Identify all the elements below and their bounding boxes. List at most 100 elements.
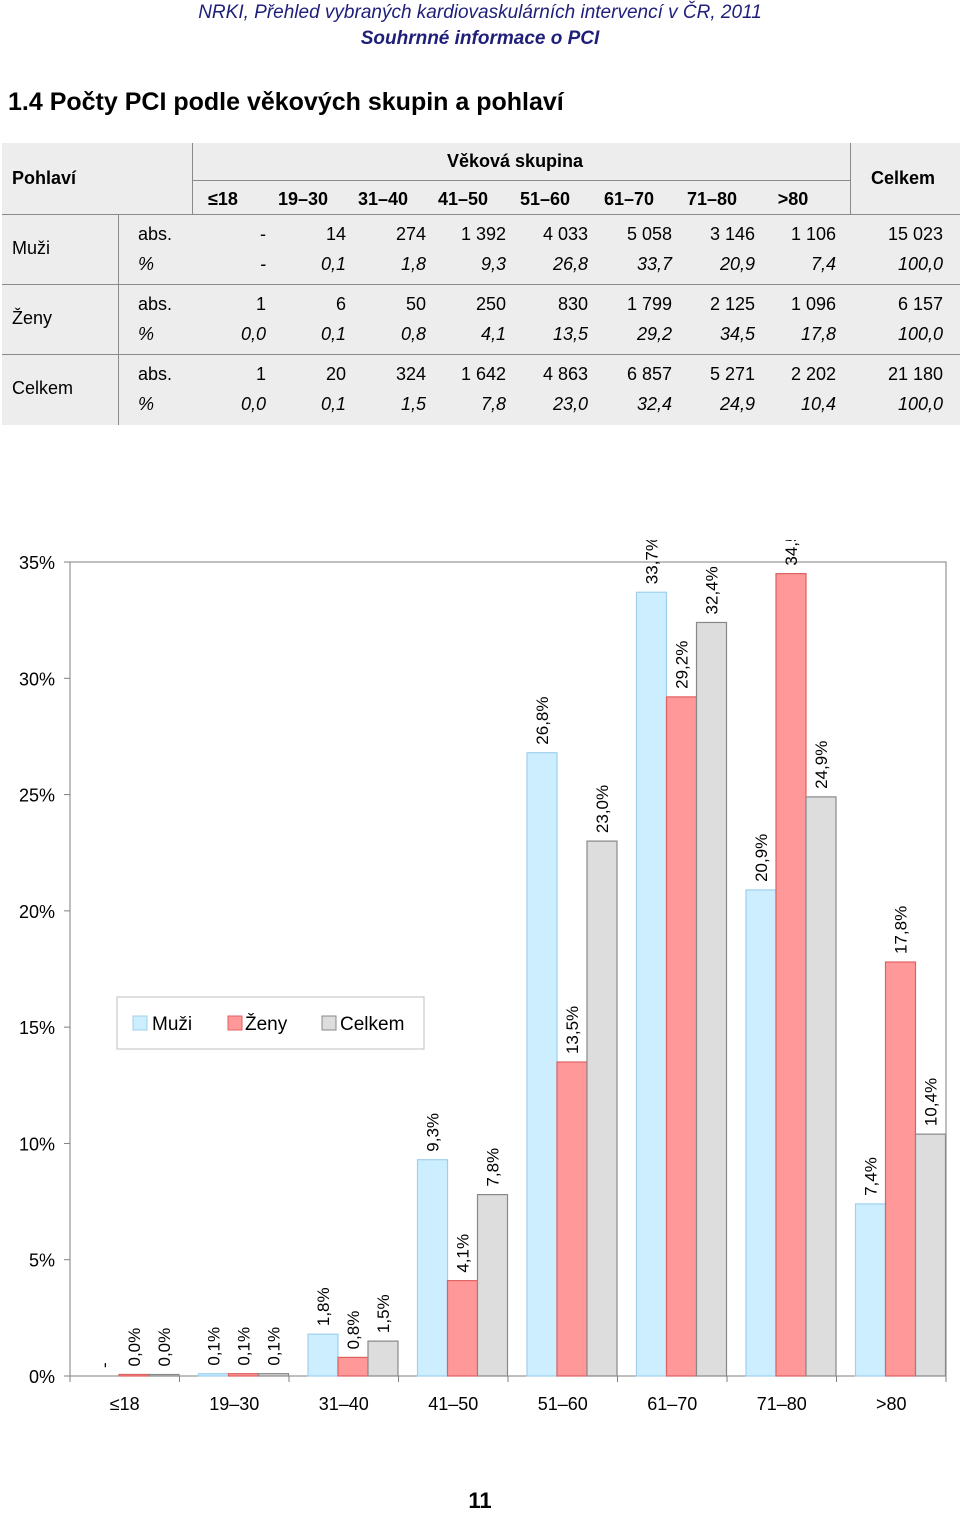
table-cell: 830 — [557, 294, 588, 314]
table-cell: 0,8 — [400, 324, 426, 344]
table-cell: 7,8 — [480, 394, 506, 414]
table-cell: 33,7 — [636, 254, 672, 274]
bar-celkem — [148, 1373, 180, 1377]
data-label: - — [95, 1362, 114, 1368]
table-cell-total: 6 157 — [897, 294, 943, 314]
table-cell: 0,1 — [320, 394, 346, 414]
bar-celkem — [367, 1340, 399, 1377]
data-label: 20,9% — [752, 834, 771, 882]
table-cell: 1 — [255, 364, 266, 384]
row-sex-label: Celkem — [12, 378, 74, 398]
bar-ženy — [775, 573, 807, 1377]
data-label: 17,8% — [892, 906, 911, 954]
table-cell: 1 096 — [790, 294, 836, 314]
bar-muži — [745, 889, 777, 1377]
data-label: 34,5% — [782, 540, 801, 566]
data-label: 0,1% — [205, 1327, 224, 1366]
table-cell: 0,0 — [240, 324, 266, 344]
x-tick-label: 61–70 — [647, 1394, 697, 1414]
x-tick-label: 71–80 — [757, 1394, 807, 1414]
bar-muži — [416, 1159, 449, 1377]
row-type-label: abs. — [138, 294, 173, 314]
table-cell: 32,4 — [636, 394, 672, 414]
table-cell-total: 100,0 — [897, 324, 943, 344]
legend-label: Celkem — [340, 1014, 404, 1035]
header-age-1: 19–30 — [277, 189, 329, 209]
table-cell: - — [260, 224, 266, 244]
running-header: NRKI, Přehled vybraných kardiovaskulární… — [198, 2, 762, 23]
data-label: 0,1% — [235, 1327, 254, 1366]
table-cell: 1 392 — [460, 224, 506, 244]
table-rule — [192, 180, 850, 181]
data-label: 7,8% — [484, 1148, 503, 1187]
table-cell: 1,8 — [400, 254, 426, 274]
table-cell: 2 202 — [790, 364, 836, 384]
table-cell: 6 857 — [626, 364, 672, 384]
bar-ženy — [446, 1280, 479, 1377]
y-tick-label: 30% — [19, 669, 55, 689]
bar-muži — [307, 1333, 339, 1377]
bar-celkem — [586, 840, 618, 1377]
table-cell: 4 033 — [542, 224, 588, 244]
x-tick-label: 19–30 — [209, 1394, 259, 1414]
data-label: 0,1% — [265, 1327, 284, 1366]
y-tick-label: 25% — [19, 786, 55, 806]
bar-muži — [526, 752, 558, 1377]
header-age-5: 61–70 — [603, 189, 655, 209]
table-cell: 13,5 — [552, 324, 588, 344]
row-sex-label: Ženy — [12, 308, 53, 328]
bar-muži — [854, 1203, 887, 1377]
table-cell: 250 — [475, 294, 506, 314]
data-label: 26,8% — [533, 697, 552, 745]
header-age-6: 71–80 — [686, 189, 738, 209]
data-label: 1,5% — [374, 1294, 393, 1333]
header-age-2: 31–40 — [357, 189, 409, 209]
table-cell: 14 — [325, 224, 346, 244]
legend-swatch-celkem — [321, 1015, 337, 1031]
row-type-label: % — [138, 254, 155, 274]
row-type-label: abs. — [138, 224, 173, 244]
table-cell: 5 271 — [709, 364, 755, 384]
table-cell: 26,8 — [552, 254, 588, 274]
data-label: 29,2% — [673, 641, 692, 689]
row-type-label: abs. — [138, 364, 173, 384]
bar-celkem — [476, 1193, 509, 1377]
row-type-label: % — [138, 324, 155, 344]
table-rule — [118, 214, 119, 425]
table-cell: 0,0 — [240, 394, 266, 414]
data-label: 7,4% — [862, 1157, 881, 1196]
y-tick-label: 10% — [19, 1134, 55, 1154]
table-cell: 1 106 — [790, 224, 836, 244]
table-cell-total: 21 180 — [887, 364, 943, 384]
data-label: 13,5% — [563, 1006, 582, 1054]
data-label: 32,4% — [703, 566, 722, 614]
table-cell: 1 — [255, 294, 266, 314]
data-label: 0,8% — [344, 1311, 363, 1350]
legend-label: Muži — [152, 1014, 192, 1035]
data-label: 0,0% — [125, 1328, 144, 1367]
bar-muži — [197, 1373, 230, 1377]
bar-celkem — [695, 621, 728, 1377]
running-subheader: Souhrnné informace o PCI — [360, 28, 600, 49]
bar-celkem — [914, 1133, 947, 1377]
table-cell: 24,9 — [719, 394, 755, 414]
data-label: 23,0% — [593, 785, 612, 833]
table-cell: 34,5 — [719, 324, 755, 344]
data-label: 24,9% — [812, 741, 831, 789]
x-tick-label: 41–50 — [428, 1394, 478, 1414]
header-age-7: >80 — [777, 189, 809, 209]
table-cell: - — [260, 254, 266, 274]
table-cell: 17,8 — [800, 324, 836, 344]
legend-box — [116, 996, 425, 1050]
table-cell: 5 058 — [626, 224, 672, 244]
bar-ženy — [118, 1373, 150, 1377]
table-cell: 29,2 — [636, 324, 672, 344]
table-rule — [2, 354, 960, 355]
table-cell: 20 — [325, 364, 346, 384]
table-cell: 2 125 — [709, 294, 755, 314]
header-age-3: 41–50 — [437, 189, 489, 209]
bar-ženy — [884, 961, 917, 1377]
bar-muži — [635, 591, 668, 1377]
data-label: 4,1% — [454, 1234, 473, 1273]
y-tick-label: 5% — [29, 1251, 55, 1271]
